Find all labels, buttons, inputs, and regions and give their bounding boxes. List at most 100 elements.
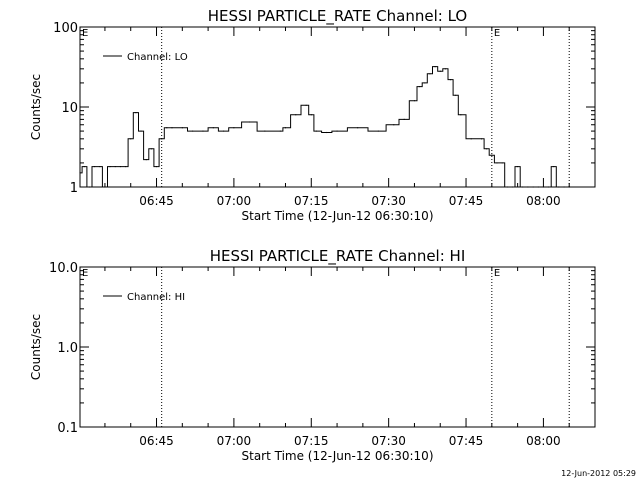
plot-frame [79, 266, 596, 428]
data-point [470, 138, 472, 140]
data-point [109, 165, 111, 168]
data-point [135, 112, 137, 114]
data-point [161, 138, 163, 140]
data-point [496, 162, 498, 164]
data-point [511, 186, 514, 188]
data-point [568, 186, 570, 188]
data-point [166, 127, 168, 129]
x-tick-label: 07:00 [217, 194, 252, 208]
data-point [310, 114, 312, 116]
data-point [171, 127, 173, 129]
data-point [336, 130, 338, 132]
x-tick-label: 07:45 [449, 194, 484, 208]
data-point [547, 186, 550, 188]
data-point [83, 165, 85, 168]
data-point [248, 121, 250, 123]
data-point [449, 79, 452, 81]
edge-label: E [82, 268, 88, 279]
data-point [491, 154, 493, 156]
data-point [79, 172, 81, 174]
data-point [104, 186, 106, 188]
data-point [377, 130, 379, 132]
data-point [506, 186, 508, 188]
data-point [429, 73, 431, 75]
y-tick-label: 10 [61, 101, 78, 116]
x-tick-label: 06:45 [139, 194, 174, 208]
x-tick-label: 07:00 [217, 434, 252, 448]
y-axis-label: Counts/sec [29, 314, 43, 380]
x-tick-label: 08:00 [526, 434, 561, 448]
data-point [202, 130, 204, 132]
data-point [444, 68, 447, 70]
data-point [563, 186, 565, 188]
data-point [212, 127, 214, 129]
x-tick-label: 08:00 [526, 194, 561, 208]
data-point [114, 165, 116, 168]
data-point [486, 148, 488, 150]
chart-title: HESSI PARTICLE_RATE Channel: LO [208, 7, 467, 26]
data-point [140, 130, 142, 132]
data-point [155, 165, 158, 168]
x-tick-label: 07:30 [371, 194, 406, 208]
y-tick-label: 100 [53, 21, 78, 36]
x-tick-label: 06:45 [139, 434, 174, 448]
data-point [532, 186, 534, 188]
event-line-label: E [494, 28, 500, 39]
event-line-label: E [494, 268, 500, 279]
data-point [124, 165, 127, 168]
data-point [460, 114, 462, 116]
y-axis-label: Counts/sec [29, 74, 43, 140]
data-point [305, 104, 307, 106]
data-point [419, 85, 421, 88]
y-tick-label: 0.1 [57, 421, 78, 436]
footer-timestamp: 12-Jun-2012 05:29 [561, 469, 636, 478]
data-point [553, 165, 555, 168]
data-point [439, 70, 441, 72]
data-point [295, 114, 297, 116]
x-tick-label: 07:15 [294, 194, 329, 208]
chart-panel-hi: HESSI PARTICLE_RATE Channel: HI Counts/se… [29, 247, 596, 463]
x-axis-label: Start Time (12-Jun-12 06:30:10) [242, 209, 434, 223]
data-point [403, 118, 405, 120]
data-point [522, 186, 524, 188]
data-point [480, 138, 483, 140]
data-point [130, 138, 132, 140]
data-point [527, 186, 529, 188]
data-point [279, 130, 281, 132]
data-point [315, 130, 318, 132]
x-axis-label: Start Time (12-Jun-12 06:30:10) [242, 449, 434, 463]
legend-label: Channel: HI [127, 292, 185, 303]
data-point [192, 130, 194, 132]
x-tick-label: 07:15 [294, 434, 329, 448]
data-point [434, 65, 436, 68]
data-point [424, 82, 426, 84]
data-point [181, 127, 183, 129]
y-tick-label: 1 [70, 181, 78, 196]
series-line-channello [80, 66, 570, 188]
data-point [284, 127, 287, 129]
legend-label: Channel: LO [127, 52, 188, 63]
data-point [150, 148, 152, 150]
data-point [233, 127, 235, 129]
x-tick-label: 07:45 [449, 434, 484, 448]
data-point [94, 165, 96, 168]
data-point [455, 94, 457, 96]
data-point [119, 165, 122, 168]
y-tick-label: 10.0 [49, 261, 78, 276]
data-point [357, 127, 359, 129]
data-point [501, 162, 503, 164]
data-point [145, 159, 147, 161]
plot-frame [79, 26, 596, 188]
data-point [222, 130, 225, 132]
edge-label: E [82, 28, 88, 39]
data-point [413, 100, 416, 102]
y-tick-label: 1.0 [57, 341, 78, 356]
data-point [542, 186, 545, 188]
data-point [393, 124, 395, 126]
data-point [326, 131, 328, 134]
data-point [517, 165, 519, 168]
x-tick-label: 07:30 [371, 434, 406, 448]
data-point [537, 186, 539, 188]
data-point [558, 186, 560, 188]
